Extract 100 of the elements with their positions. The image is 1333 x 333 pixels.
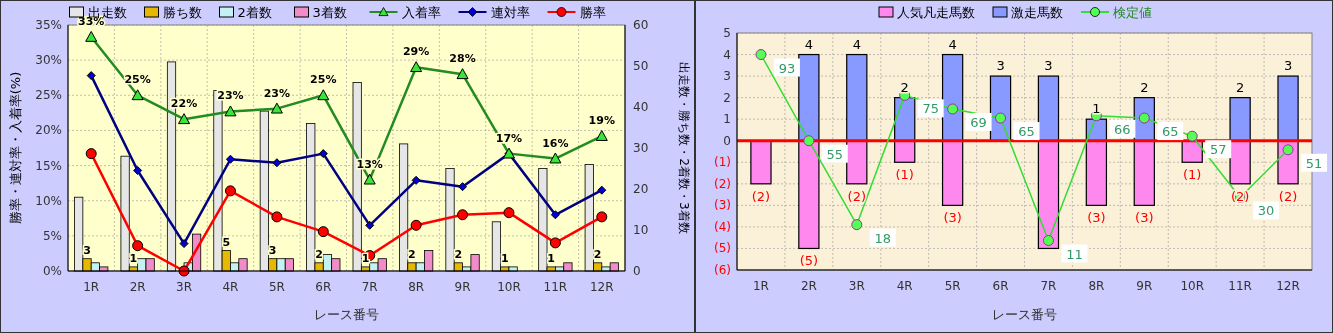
bar <box>846 140 868 185</box>
y-tick-label: 3 <box>723 69 731 84</box>
data-label: (2) <box>1230 188 1250 204</box>
bar <box>894 140 916 163</box>
bar <box>750 140 772 185</box>
point <box>995 112 1007 124</box>
bar <box>1133 140 1155 206</box>
data-label: 2 <box>900 79 909 95</box>
y-tick-label: (6) <box>714 263 731 277</box>
y2-tick-label: 40 <box>633 100 649 114</box>
y-tick-label: (4) <box>714 219 731 234</box>
x-tick-label: 8R <box>408 280 425 294</box>
y-tick-label: 20% <box>35 123 62 138</box>
data-label: 4 <box>804 36 814 52</box>
data-label: 57 <box>1209 142 1227 158</box>
x-tick-label: 1R <box>752 279 769 293</box>
legend-label: 入着率 <box>401 5 441 20</box>
x-tick-label: 10R <box>497 280 521 294</box>
bar <box>798 140 820 250</box>
data-label: 3 <box>1044 58 1053 74</box>
data-label: 23% <box>263 86 291 100</box>
x-tick-label: 7R <box>1040 279 1057 293</box>
y-tick-label: 30% <box>35 53 62 68</box>
y-axis-title: 勝率・連対率・入着率(%) <box>8 71 23 225</box>
legend-label: 2着数 <box>237 5 272 20</box>
data-label: 65 <box>1018 124 1035 140</box>
data-label: 2 <box>593 247 602 261</box>
y-tick-label: (5) <box>714 241 731 256</box>
x-tick-label: 8R <box>1088 279 1105 293</box>
point <box>1282 144 1294 156</box>
data-label: (3) <box>1135 210 1154 226</box>
data-label: 3 <box>268 243 277 257</box>
data-label: (3) <box>1087 210 1106 226</box>
data-label: 1 <box>500 251 509 265</box>
x-tick-label: 7R <box>361 280 378 294</box>
legend-label: 連対率 <box>490 5 530 20</box>
point <box>457 209 469 221</box>
x-tick-label: 11R <box>1228 279 1252 293</box>
data-label: 16% <box>542 136 569 150</box>
y2-axis-title: 出走数・勝ち数・2着数・3着数 <box>677 62 691 234</box>
point <box>132 240 144 252</box>
x-axis-title: レース番号 <box>992 307 1057 322</box>
y2-tick-label: 50 <box>633 59 649 73</box>
data-label: 65 <box>1162 124 1179 140</box>
y-tick-label: 35% <box>35 18 62 32</box>
legend-label: 勝率 <box>579 5 606 20</box>
data-label: 75 <box>922 101 939 117</box>
legend-label: 勝ち数 <box>162 5 202 20</box>
y-tick-label: 2 <box>723 90 731 105</box>
x-tick-label: 2R <box>800 279 817 293</box>
x-tick-label: 9R <box>1136 279 1153 293</box>
point <box>85 148 97 160</box>
data-label: 2 <box>454 247 463 261</box>
data-label: 25% <box>310 73 337 87</box>
y-tick-label: 5 <box>723 26 731 40</box>
data-label: 55 <box>826 146 844 162</box>
bar <box>1085 140 1108 206</box>
y-tick-label: 25% <box>35 88 62 103</box>
data-label: 29% <box>402 45 430 59</box>
data-label: (3) <box>943 210 962 226</box>
x-tick-label: 9R <box>454 280 471 294</box>
point <box>224 185 236 197</box>
point <box>947 103 959 115</box>
data-label: 51 <box>1305 155 1323 171</box>
x-tick-label: 5R <box>944 279 961 293</box>
data-label: 25% <box>124 73 151 87</box>
point <box>549 237 561 249</box>
data-label: 66 <box>1114 121 1131 137</box>
y2-tick-label: 0 <box>633 264 641 278</box>
y-tick-label: 1 <box>723 112 731 127</box>
legend-label: 3着数 <box>312 5 347 20</box>
y-tick-label: 0 <box>723 133 731 148</box>
point <box>596 211 608 223</box>
point <box>317 226 329 238</box>
data-label: 3 <box>83 243 91 257</box>
x-axis-title: レース番号 <box>314 307 379 322</box>
x-tick-label: 10R <box>1180 279 1205 293</box>
bar <box>1229 97 1251 142</box>
data-label: (5) <box>799 253 819 269</box>
data-label: 19% <box>588 114 615 128</box>
data-label: 1 <box>547 251 556 265</box>
y2-tick-label: 30 <box>633 141 649 155</box>
data-label: 69 <box>970 114 987 130</box>
y-tick-label: 4 <box>723 47 731 62</box>
point <box>803 135 815 147</box>
y2-tick-label: 10 <box>633 223 649 237</box>
x-tick-label: 6R <box>315 280 332 294</box>
bar <box>1277 75 1299 142</box>
legend-label: 人気凡走馬数 <box>897 5 975 20</box>
data-label: 1 <box>129 251 138 265</box>
point <box>755 49 767 61</box>
data-label: (1) <box>1183 167 1202 183</box>
bar <box>846 53 868 142</box>
data-label: 4 <box>852 36 861 52</box>
point <box>1186 130 1198 142</box>
data-label: 28% <box>449 52 476 66</box>
y-tick-label: (3) <box>714 198 731 213</box>
x-tick-label: 12R <box>589 280 614 294</box>
data-label: 4 <box>948 36 957 52</box>
data-label: (2) <box>751 188 771 204</box>
